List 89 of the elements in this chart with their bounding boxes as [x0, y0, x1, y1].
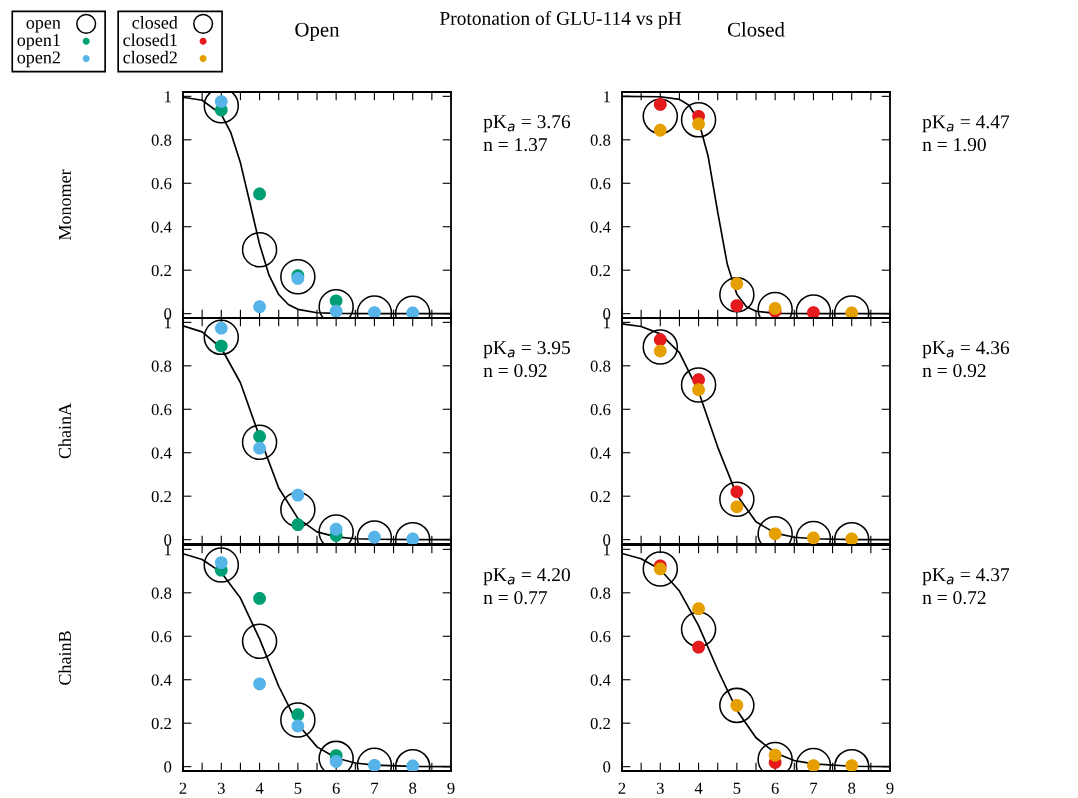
legend-label: open1	[17, 34, 60, 50]
y-tick-label: 0.8	[151, 587, 172, 599]
y-tick-label: 0.6	[590, 177, 611, 190]
x-tick-label: 9	[447, 782, 455, 794]
point	[653, 123, 667, 137]
y-tick-label: 0.4	[590, 674, 611, 686]
x-tick-label: 2	[179, 782, 187, 794]
legend-label: open2	[17, 51, 60, 68]
y-tick-label: 0	[603, 761, 611, 773]
text: n = 1.37	[483, 138, 548, 152]
point	[730, 277, 744, 291]
y-tick-label: 0.8	[590, 360, 611, 372]
text: pK$_{a}$ = 3.76	[483, 115, 571, 133]
x-tick-label: 2	[618, 782, 626, 794]
y-tick-label: 0.8	[151, 134, 172, 146]
legend-label: closed2	[123, 50, 177, 64]
x-tick-label: 9	[886, 782, 894, 794]
y-tick-label: 0	[603, 534, 611, 546]
y-tick-label: 1	[604, 91, 610, 103]
legend-label: closed1	[123, 33, 177, 47]
y-tick-label: 0.4	[590, 221, 611, 233]
point	[291, 488, 305, 502]
x-tick-label: 5	[733, 782, 741, 794]
chart-subtitle: Open	[295, 22, 340, 41]
y-tick-label: 0.6	[590, 630, 611, 643]
y-tick-label: 0.2	[590, 717, 610, 730]
y-tick-label: 0.8	[590, 134, 611, 146]
point	[214, 339, 228, 353]
y-tick-label: 0.2	[151, 264, 171, 277]
text: Protonation of GLU-114 vs pH	[439, 11, 682, 29]
text: pK$_{a}$ = 4.37	[922, 568, 1010, 586]
y-tick-label: 0.2	[151, 490, 171, 503]
x-tick-label: 5	[294, 782, 302, 794]
y-tick-label: 0	[164, 761, 172, 773]
point	[730, 299, 744, 313]
text: pK$_{a}$ = 4.36	[922, 341, 1010, 359]
x-tick-label: 8	[848, 782, 856, 794]
y-tick-label: 0.2	[590, 264, 610, 277]
y-tick-label: 0.4	[151, 447, 172, 459]
point	[253, 187, 266, 201]
y-tick-label: 1	[165, 544, 171, 556]
x-tick-label: 3	[217, 782, 225, 794]
y-tick-label: 1	[165, 91, 171, 103]
point	[653, 97, 667, 111]
y-tick-label: 0.6	[151, 177, 172, 190]
y-tick-label: 0	[164, 534, 172, 546]
y-tick-label: 0.6	[151, 630, 172, 643]
point	[253, 677, 266, 691]
y-tick-label: 0.4	[590, 447, 611, 459]
y-tick-label: 0.2	[590, 490, 610, 503]
y-axis-title: ChainB	[58, 631, 71, 685]
x-tick-label: 4	[255, 782, 264, 794]
text: n = 0.92	[483, 363, 547, 378]
point	[291, 518, 305, 532]
x-tick-label: 3	[656, 782, 664, 794]
text: n = 0.92	[922, 363, 986, 378]
y-tick-label: 0.6	[590, 403, 611, 416]
y-tick-label: 0.4	[151, 221, 172, 233]
point	[692, 602, 705, 616]
y-tick-label: 1	[604, 544, 610, 556]
y-tick-label: 0.2	[151, 717, 171, 730]
y-axis-title: ChainA	[58, 403, 71, 459]
text: closed	[132, 16, 178, 29]
x-tick-label: 6	[771, 782, 779, 794]
chart-subtitle: Closed	[727, 21, 785, 37]
y-tick-label: 0.4	[151, 674, 172, 686]
point	[253, 300, 266, 314]
point	[692, 640, 705, 654]
point	[329, 304, 343, 318]
line-series	[622, 95, 890, 315]
x-tick-label: 7	[810, 782, 818, 794]
point	[253, 592, 266, 605]
text: n = 1.90	[922, 137, 986, 152]
text: n = 0.72	[922, 590, 986, 605]
text: pK$_{a}$ = 3.95	[483, 341, 570, 359]
x-tick-label: 8	[409, 782, 417, 794]
text: pK$_{a}$ = 4.20	[483, 568, 570, 586]
legend-label: open	[26, 20, 61, 33]
point	[214, 321, 228, 335]
y-axis-title: Monomer	[59, 169, 71, 241]
x-tick-label: 7	[371, 782, 379, 794]
x-tick-label: 6	[332, 782, 340, 794]
point	[730, 500, 744, 514]
text: n = 0.77	[483, 590, 548, 605]
x-tick-label: 4	[694, 782, 703, 794]
y-tick-label: 0.6	[151, 403, 172, 416]
y-tick-label: 0.8	[590, 587, 611, 599]
text: pK$_{a}$ = 4.47	[922, 115, 1010, 133]
y-tick-label: 0.8	[151, 360, 172, 372]
